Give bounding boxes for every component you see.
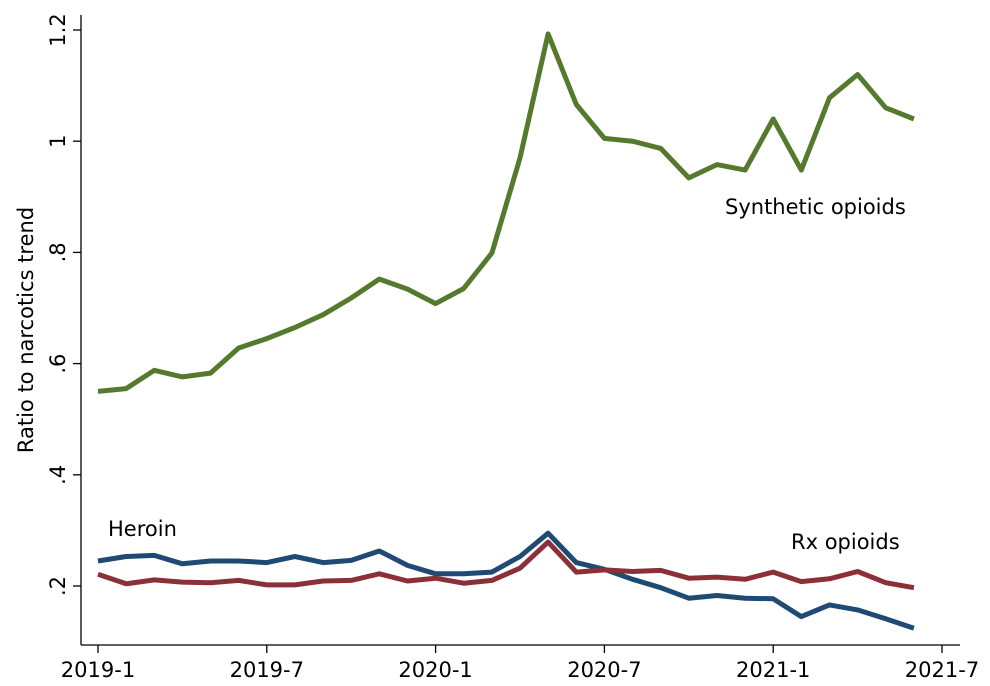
y-axis-title: Ratio to narcotics trend [14,207,38,453]
axes [80,15,960,646]
series-line-synthetic-opioids [97,31,915,394]
x-tick-label: 2020-7 [567,658,641,681]
y-ticks: .2 .4 .6 .8 1 1.2 [46,13,81,596]
x-tick-label: 2021-7 [905,658,979,681]
series-line-heroin [97,530,915,631]
series-layer [97,31,915,631]
y-tick-label: .4 [46,465,70,485]
series-labels: Synthetic opioids Heroin Rx opioids [108,195,906,554]
x-tick-label: 2019-7 [230,658,304,681]
series-label-synthetic-opioids: Synthetic opioids [725,195,906,219]
y-tick-label: 1.2 [46,13,70,46]
series-label-rx-opioids: Rx opioids [791,530,900,554]
y-tick-label: .6 [46,354,70,374]
y-tick-label: .8 [46,242,70,262]
x-tick-label: 2019-1 [61,658,135,681]
x-tick-label: 2020-1 [398,658,472,681]
series-label-heroin: Heroin [108,517,177,541]
x-tick-label: 2021-1 [736,658,810,681]
y-tick-label: .2 [46,576,70,596]
y-tick-label: 1 [46,135,70,148]
series-line-rx-opioids [97,539,915,591]
x-ticks: 2019-1 2019-7 2020-1 2020-7 2021-1 2021-7 [61,645,979,682]
